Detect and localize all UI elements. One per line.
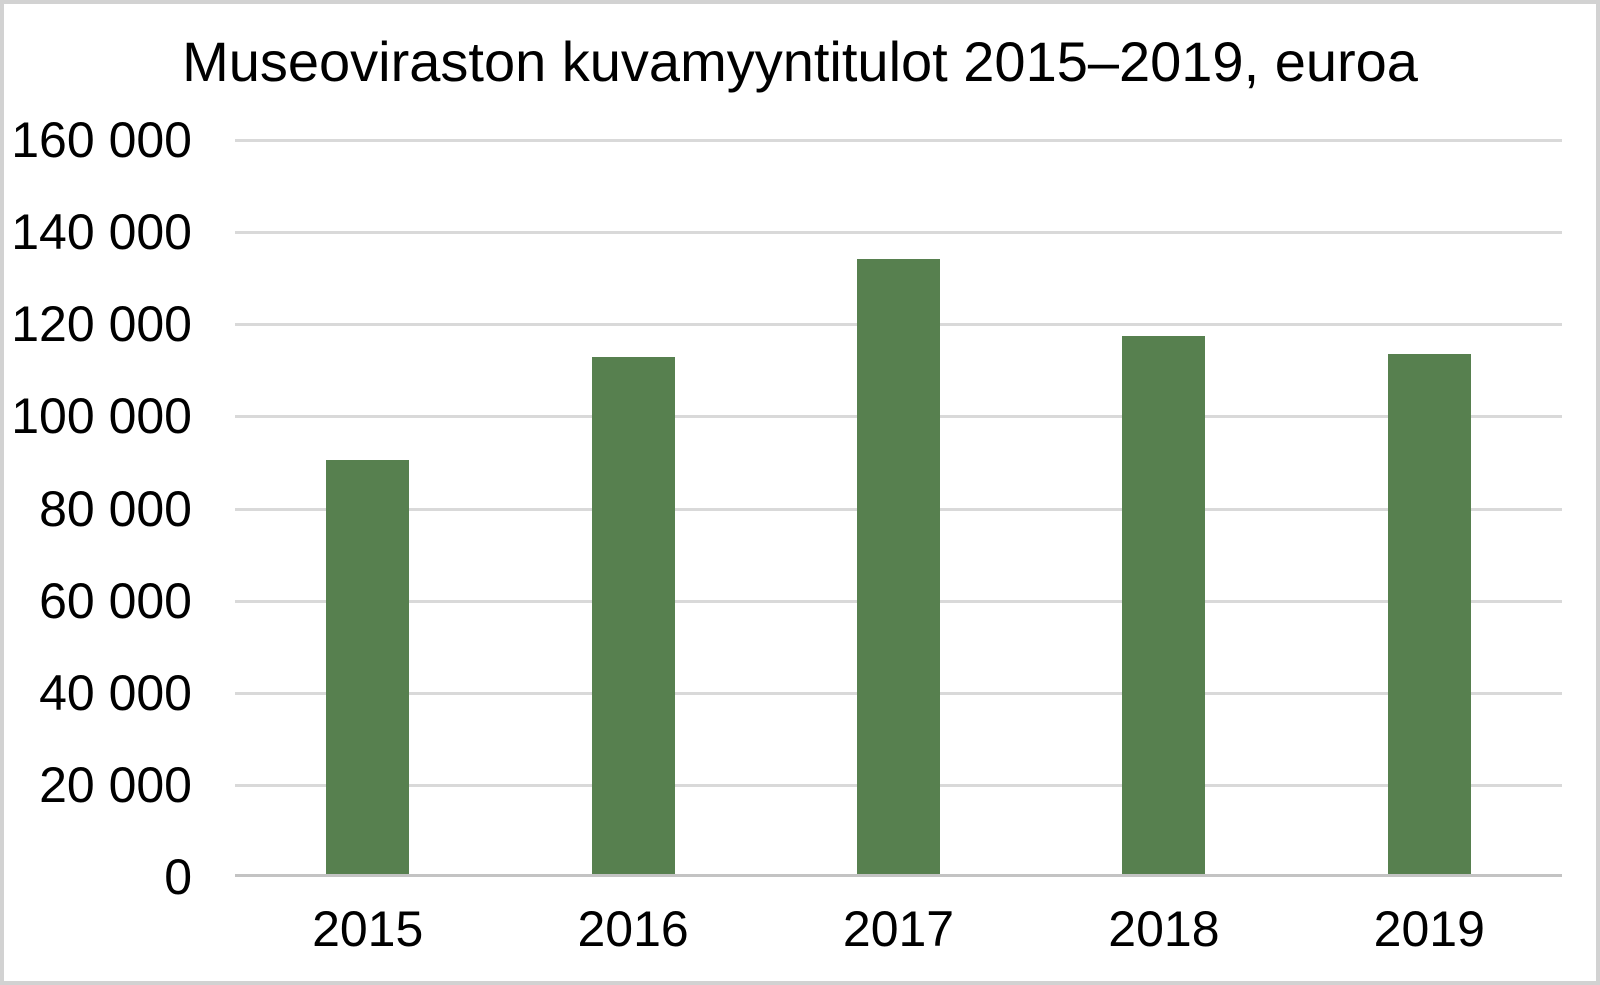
- bar-2018: [1122, 335, 1206, 874]
- x-tick-label: 2018: [1108, 901, 1220, 957]
- bar-2019: [1387, 353, 1471, 874]
- y-tick-label: 140 000: [11, 204, 192, 261]
- y-tick-label: 20 000: [39, 756, 192, 813]
- y-tick-label: 120 000: [11, 296, 192, 353]
- gridline: [235, 231, 1562, 235]
- y-tick-label: 60 000: [39, 572, 192, 629]
- gridline: [235, 139, 1562, 142]
- bar-2015: [326, 459, 410, 874]
- chart-inner: Museoviraston kuvamyyntitulot 2015–2019,…: [4, 4, 1596, 981]
- y-tick-label: 100 000: [11, 388, 192, 445]
- y-tick-label: 40 000: [39, 664, 192, 721]
- x-axis: 2015 2016 2017 2018 2019: [235, 900, 1562, 970]
- x-tick-label: 2019: [1373, 901, 1485, 957]
- y-tick-label: 0: [164, 849, 192, 905]
- x-tick-label: 2015: [312, 901, 424, 957]
- x-tick-label: 2016: [577, 901, 689, 957]
- chart-title: Museoviraston kuvamyyntitulot 2015–2019,…: [182, 30, 1418, 93]
- bar-2016: [591, 356, 675, 874]
- bar-2017: [857, 258, 940, 874]
- y-tick-label: 80 000: [39, 480, 192, 537]
- y-axis: 0 20 000 40 000 60 000 80 000 100 000 120 000 1…: [4, 115, 192, 902]
- x-tick-label: 2017: [842, 901, 955, 957]
- plot-area: [235, 139, 1562, 877]
- y-tick-label: 160 000: [11, 112, 192, 168]
